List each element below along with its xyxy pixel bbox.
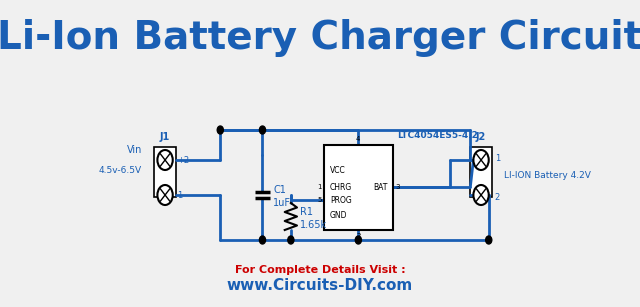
Text: PROG: PROG xyxy=(330,196,352,204)
Circle shape xyxy=(157,185,173,205)
Text: 1: 1 xyxy=(177,191,182,200)
Text: LI-ION Battery 4.2V: LI-ION Battery 4.2V xyxy=(504,170,591,180)
Text: 3: 3 xyxy=(395,184,399,190)
Text: www.Circuits-DIY.com: www.Circuits-DIY.com xyxy=(227,278,413,293)
Circle shape xyxy=(157,150,173,170)
Text: Vin: Vin xyxy=(127,145,142,155)
Text: 4.5v-6.5V: 4.5v-6.5V xyxy=(99,165,142,174)
Text: Li-Ion Battery Charger Circuit: Li-Ion Battery Charger Circuit xyxy=(0,19,640,57)
Text: C1: C1 xyxy=(273,185,286,195)
Bar xyxy=(324,145,393,230)
Circle shape xyxy=(355,236,362,244)
Text: 1: 1 xyxy=(317,184,321,190)
Text: 2: 2 xyxy=(495,192,500,201)
Text: +2: +2 xyxy=(177,156,189,165)
Text: GND: GND xyxy=(330,211,348,220)
Text: 1: 1 xyxy=(495,154,500,162)
Bar xyxy=(154,147,176,197)
Text: BAT: BAT xyxy=(374,182,388,192)
Circle shape xyxy=(217,126,223,134)
Bar xyxy=(470,147,492,197)
Text: J1: J1 xyxy=(160,132,170,142)
Circle shape xyxy=(259,236,266,244)
Circle shape xyxy=(486,236,492,244)
Circle shape xyxy=(288,236,294,244)
Text: J2: J2 xyxy=(476,132,486,142)
Text: 1.65k: 1.65k xyxy=(300,220,327,230)
Text: 5: 5 xyxy=(317,197,321,203)
Text: VCC: VCC xyxy=(330,165,346,174)
Circle shape xyxy=(474,150,489,170)
Circle shape xyxy=(259,126,266,134)
Text: 1uF: 1uF xyxy=(273,198,291,208)
Text: 2: 2 xyxy=(356,233,360,239)
Text: CHRG: CHRG xyxy=(330,182,352,192)
Text: LTC4054ES5-4.2: LTC4054ES5-4.2 xyxy=(397,131,477,140)
Text: 4: 4 xyxy=(356,136,360,142)
Text: For Complete Details Visit :: For Complete Details Visit : xyxy=(235,265,405,275)
Circle shape xyxy=(474,185,489,205)
Text: R1: R1 xyxy=(300,207,313,216)
